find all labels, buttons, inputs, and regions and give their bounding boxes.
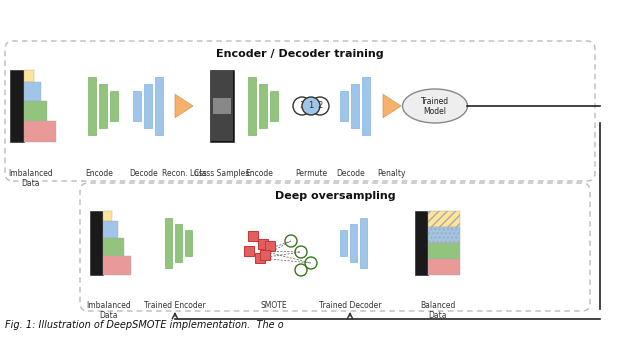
Bar	[415, 211, 428, 275]
Bar	[103, 238, 124, 256]
Text: 2: 2	[317, 101, 323, 111]
Text: Trained Decoder: Trained Decoder	[319, 301, 381, 310]
Bar	[213, 98, 231, 114]
Polygon shape	[175, 94, 193, 118]
Text: Penalty: Penalty	[378, 169, 406, 178]
Polygon shape	[383, 94, 401, 118]
Text: SMOTE: SMOTE	[260, 301, 287, 310]
Bar	[360, 218, 367, 268]
Bar	[144, 84, 152, 128]
Circle shape	[302, 97, 320, 115]
Text: Class Samples: Class Samples	[195, 169, 250, 178]
Bar	[265, 241, 275, 251]
Text: Decode: Decode	[337, 169, 365, 178]
Bar	[24, 121, 56, 142]
Bar	[350, 224, 357, 262]
Text: Encode: Encode	[245, 169, 273, 178]
Text: Trained Encoder: Trained Encoder	[144, 301, 206, 310]
Bar	[258, 239, 268, 249]
Circle shape	[311, 97, 329, 115]
Bar	[248, 231, 258, 241]
Bar	[103, 221, 118, 238]
Bar	[165, 218, 172, 268]
Bar	[211, 71, 233, 141]
Bar	[110, 91, 118, 121]
Bar	[340, 91, 348, 121]
Bar	[351, 84, 359, 128]
Text: 3: 3	[300, 101, 305, 111]
Text: Balanced
Data: Balanced Data	[420, 301, 455, 320]
Bar	[260, 250, 270, 260]
Bar	[210, 70, 234, 142]
Text: 1: 1	[308, 101, 314, 111]
Bar	[340, 230, 347, 256]
Text: Recon. Loss: Recon. Loss	[162, 169, 206, 178]
Text: Imbalanced
Data: Imbalanced Data	[8, 169, 53, 188]
Text: Model: Model	[424, 107, 447, 117]
Bar	[24, 101, 47, 121]
Text: Encode: Encode	[85, 169, 113, 178]
Bar	[24, 82, 41, 101]
Bar	[90, 211, 103, 275]
Bar	[24, 70, 34, 82]
Bar	[270, 91, 278, 121]
Bar	[362, 77, 370, 135]
Text: Permute: Permute	[295, 169, 327, 178]
Text: Imbalanced
Data: Imbalanced Data	[86, 301, 131, 320]
Text: Trained: Trained	[421, 97, 449, 105]
Bar	[155, 77, 163, 135]
Bar	[99, 84, 107, 128]
Bar	[428, 243, 460, 259]
Bar	[244, 246, 254, 256]
Bar	[248, 77, 256, 135]
Bar	[133, 91, 141, 121]
Bar	[259, 84, 267, 128]
Text: Decode: Decode	[130, 169, 158, 178]
Bar	[88, 77, 96, 135]
Text: Encoder / Decoder training: Encoder / Decoder training	[216, 49, 384, 59]
Bar	[428, 227, 460, 243]
Circle shape	[293, 97, 311, 115]
Text: Deep oversampling: Deep oversampling	[275, 191, 396, 201]
Bar	[103, 256, 131, 275]
Bar	[103, 211, 112, 221]
Bar	[10, 70, 24, 142]
Bar	[185, 230, 192, 256]
Bar	[255, 253, 265, 263]
Ellipse shape	[403, 89, 467, 123]
Bar	[428, 211, 460, 227]
Text: Fig. 1: Illustration of DeepSMOTE implementation.  The o: Fig. 1: Illustration of DeepSMOTE implem…	[5, 320, 284, 330]
Bar	[428, 259, 460, 275]
Bar	[175, 224, 182, 262]
